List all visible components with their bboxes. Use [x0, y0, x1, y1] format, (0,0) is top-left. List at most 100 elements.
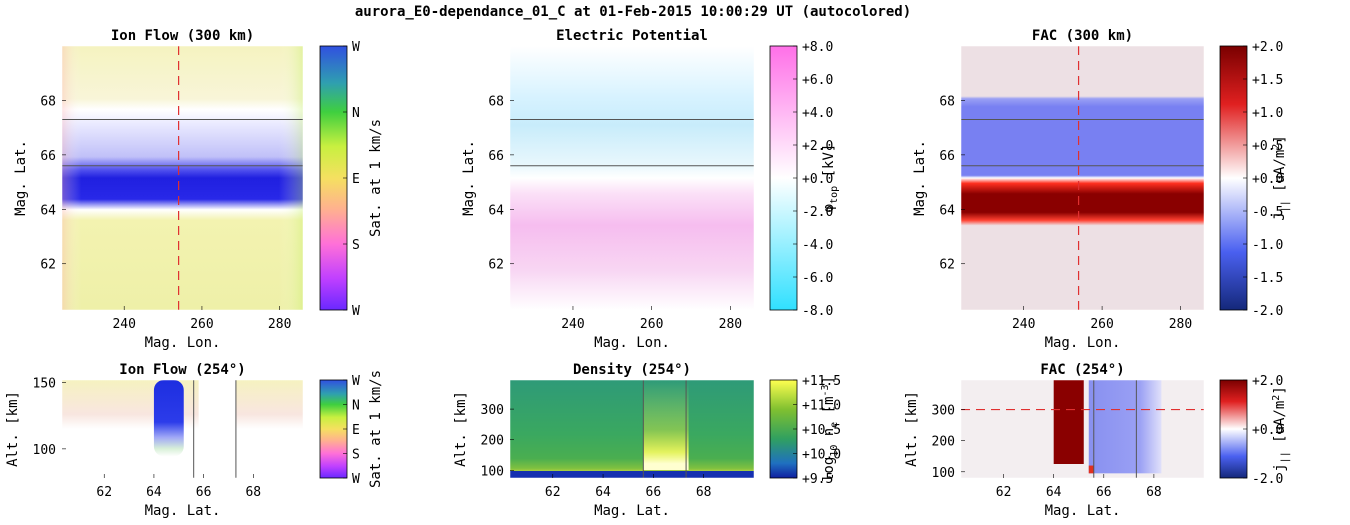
chart1-xtick-label: 280: [268, 317, 291, 332]
chart2-colorbar-tick-label: -4.0: [802, 238, 833, 253]
chart6-xtick-label: 66: [1096, 485, 1112, 500]
chart2-colorbar-tick-label: -6.0: [802, 271, 833, 286]
chart2-xtick-label: 280: [719, 317, 742, 332]
chart6-ylabel: Alt. [km]: [904, 391, 920, 467]
chart1-colorbar-tick-label: S: [352, 238, 360, 253]
chart3-xlabel: Mag. Lon.: [1045, 335, 1121, 351]
chart1-title: Ion Flow (300 km): [111, 28, 254, 44]
figure-title: aurora_E0-dependance_01_C at 01-Feb-2015…: [355, 4, 911, 20]
chart5-xtick-label: 68: [696, 485, 712, 500]
chart5-low-layer: [510, 471, 754, 478]
chart2-colorbar-tick-label: +4.0: [802, 106, 833, 121]
chart2-field: [510, 46, 754, 310]
chart6-colorbar-tick-label: +2.0: [1252, 374, 1283, 389]
chart2-colorbar-label-label-main: φ: [821, 204, 837, 212]
chart4-xtick-label: 64: [146, 485, 162, 500]
chart5-plot-area: [509, 379, 755, 479]
chart5-colorbar-label-label-mid: n: [821, 428, 837, 445]
chart4-plot-area: [61, 379, 304, 479]
chart3-xtick-label: 280: [1169, 317, 1192, 332]
chart2-colorbar-label-label-unit: [kV]: [821, 144, 837, 186]
chart3-ytick-label: 62: [939, 258, 955, 273]
chart4-field-gap: [198, 380, 236, 478]
chart5-colorbar-label-label-sub: 10: [829, 445, 840, 457]
chart4-xtick-label: 68: [245, 485, 261, 500]
chart5-arc-enhancement: [643, 380, 689, 470]
chart5-colorbar-label-label-end: ]: [821, 376, 837, 384]
chart4-ylabel: Alt. [km]: [5, 391, 21, 467]
chart1-plot-area: [61, 45, 304, 311]
chart3-colorbar-tick-label: +0.5: [1252, 139, 1283, 154]
chart2-xlabel: Mag. Lon.: [594, 335, 670, 351]
chart4-xlabel: Mag. Lat.: [145, 503, 221, 519]
chart2-colorbar-tick-label: +0.0: [802, 172, 833, 187]
chart6-colorbar-label-label-unit: [uA/m: [1272, 401, 1288, 452]
chart5-colorbar-tick-label: +9.5: [802, 472, 833, 487]
chart5-xlabel: Mag. Lat.: [594, 503, 670, 519]
chart6-colorbar-label-label-sup: 2: [1271, 395, 1282, 401]
chart4-ytick-label: 150: [33, 377, 56, 392]
chart6-ytick-label: 100: [932, 466, 955, 481]
chart2-xtick-label: 260: [640, 317, 663, 332]
chart2-ytick-label: 68: [488, 94, 504, 109]
chart4-colorbar-label: Sat. at 1 km/s: [368, 370, 384, 488]
chart3-colorbar: [1219, 45, 1248, 311]
chart1-ytick-label: 68: [40, 94, 56, 109]
chart3-colorbar-label-label-end: ]: [1272, 135, 1288, 143]
chart1-ytick-label: 62: [40, 258, 56, 273]
chart2-xtick-label: 240: [561, 317, 584, 332]
chart4-colorbar: [319, 379, 348, 479]
chart3-ytick-label: 64: [939, 203, 955, 218]
chart2-ytick-label: 66: [488, 149, 504, 164]
chart2-colorbar-tick-label: +6.0: [802, 73, 833, 88]
chart5-colorbar-tick-label: +10.5: [802, 423, 841, 438]
chart4-colorbar-tick-label: W: [352, 374, 360, 389]
chart3-colorbar-tick-label: -0.5: [1252, 205, 1283, 220]
chart6-title: FAC (254°): [1040, 362, 1124, 378]
chart3-ylabel: Mag. Lat.: [912, 140, 928, 216]
chart5-ylabel: Alt. [km]: [453, 391, 469, 467]
chart6-xlabel: Mag. Lat.: [1045, 503, 1121, 519]
chart6-colorbar-label-label-end: ]: [1272, 386, 1288, 394]
chart1-colorbar: [319, 45, 348, 311]
chart5-colorbar-tick-label: +11.5: [802, 374, 841, 389]
chart5-xtick-label: 66: [646, 485, 662, 500]
chart6-xtick-label: 68: [1146, 485, 1162, 500]
chart3-field: [961, 46, 1204, 310]
chart4-flow-region: [153, 380, 184, 457]
chart6-colorbar-tick-label: -2.0: [1252, 472, 1283, 487]
chart2-plot-area: [509, 45, 755, 311]
chart1-colorbar-tick-label: N: [352, 106, 360, 121]
chart2-colorbar-tick-label: +2.0: [802, 139, 833, 154]
chart5-colorbar-tick-label: +11.0: [802, 399, 841, 414]
chart1-field-edge: [62, 46, 303, 310]
chart6-colorbar-label-label-main: j: [1272, 463, 1288, 471]
chart3-colorbar-tick-label: -1.0: [1252, 238, 1283, 253]
chart2-colorbar-tick-label: -8.0: [802, 304, 833, 319]
chart1-colorbar-tick-label: W: [352, 40, 360, 55]
chart6-colorbar-label: j|| [uA/m2]: [1271, 386, 1291, 472]
chart6-ytick-label: 200: [932, 435, 955, 450]
chart1-colorbar-label: Sat. at 1 km/s: [368, 119, 384, 237]
chart5-colorbar: [769, 379, 798, 479]
chart6-edge-current: [1088, 465, 1094, 474]
chart5-title: Density (254°): [573, 362, 691, 378]
chart2-colorbar-label-label-sub: top: [829, 186, 840, 204]
chart3-colorbar-label-label-sup: 2: [1271, 144, 1282, 150]
chart6-colorbar: [1219, 379, 1248, 479]
chart1-ytick-label: 64: [40, 203, 56, 218]
chart1-xlabel: Mag. Lon.: [145, 335, 221, 351]
chart4-colorbar-tick-label: W: [352, 472, 360, 487]
chart5-colorbar-tick-label: +10.0: [802, 448, 841, 463]
chart5-xtick-label: 62: [545, 485, 561, 500]
chart5-colorbar-label-label-unit: [m: [821, 396, 837, 421]
chart3-colorbar-tick-label: +1.0: [1252, 106, 1283, 121]
chart5-colorbar-label-label-sub2: e: [829, 422, 840, 428]
chart3-colorbar-tick-label: +0.0: [1252, 172, 1283, 187]
chart4-xtick-label: 66: [196, 485, 212, 500]
chart6-xtick-label: 64: [1046, 485, 1062, 500]
chart5-ytick-label: 200: [481, 434, 504, 449]
chart1-colorbar-tick-label: W: [352, 304, 360, 319]
chart2-colorbar-label: φtop [kV]: [821, 144, 840, 213]
chart4-colorbar-tick-label: S: [352, 448, 360, 463]
